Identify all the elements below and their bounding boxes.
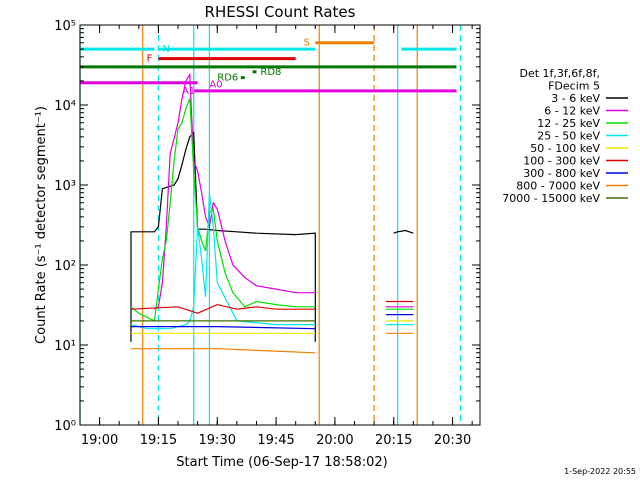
x-tick-label: 20:15 <box>375 433 412 448</box>
series-line <box>131 348 316 354</box>
flag-label: F <box>147 54 153 65</box>
y-tick-label: 10⁴ <box>54 99 76 114</box>
x-tick-label: 19:30 <box>199 433 236 448</box>
flag-label: A1 <box>182 86 195 97</box>
x-tick-label: 19:00 <box>81 433 118 448</box>
flag-label: N <box>162 44 169 55</box>
series-line <box>130 131 316 342</box>
y-tick-label: 10⁰ <box>54 419 76 434</box>
legend-header: FDecim 5 <box>548 80 600 93</box>
legend-label: 7000 - 15000 keV <box>502 192 600 205</box>
series-line <box>130 303 316 314</box>
flag-label: RD8 <box>260 67 281 78</box>
x-tick-label: 20:00 <box>316 433 353 448</box>
legend-label: 12 - 25 keV <box>537 117 600 130</box>
axis-ticks: 19:00 19:15 19:30 19:45 20:00 20:15 20:30 10⁰ 10… <box>54 19 480 448</box>
plot-frame <box>79 24 481 426</box>
legend-header: Det 1f,3f,6f,8f, <box>519 67 600 80</box>
x-tick-label: 19:45 <box>257 433 294 448</box>
y-tick-label: 10⁵ <box>54 19 76 34</box>
series-line <box>393 229 414 234</box>
legend-label: 800 - 7000 keV <box>516 180 600 193</box>
timestamp-label: 1-Sep-2022 20:55 <box>564 467 636 476</box>
legend-label: 50 - 100 keV <box>530 142 600 155</box>
x-tick-label: 19:15 <box>140 433 177 448</box>
flag-label: A0 <box>209 80 222 91</box>
y-tick-label: 10³ <box>54 179 76 194</box>
series-line <box>130 98 316 322</box>
x-axis-label: Start Time (06-Sep-17 18:58:02) <box>176 455 387 470</box>
series-line <box>131 326 316 330</box>
legend-label: 3 - 6 keV <box>551 92 600 105</box>
series-line <box>154 72 316 310</box>
legend-label: 25 - 50 keV <box>537 130 600 143</box>
legend-label: 6 - 12 keV <box>544 105 600 118</box>
legend-label: 100 - 300 keV <box>523 155 600 168</box>
y-tick-label: 10² <box>54 259 76 274</box>
x-tick-label: 20:30 <box>434 433 471 448</box>
y-tick-label: 10¹ <box>54 339 76 354</box>
legend-label: 300 - 800 keV <box>523 167 600 180</box>
flag-label: RD6 <box>217 73 238 84</box>
chart-title: RHESSI Count Rates <box>205 3 356 21</box>
y-axis-label: Count Rate (s⁻¹ detector segment⁻¹) <box>34 106 49 344</box>
flag-label: S <box>304 38 310 49</box>
series-line <box>130 192 316 330</box>
plot-area: N S F RD8 RD6 A1 A0 <box>79 25 461 425</box>
